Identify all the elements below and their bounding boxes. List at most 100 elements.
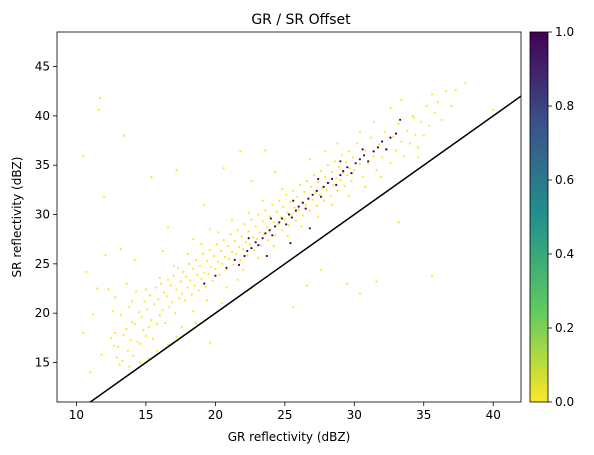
- scatter-point-0-153: [306, 179, 309, 183]
- scatter-point-1-27: [319, 195, 323, 198]
- scatter-point-0-279: [389, 106, 392, 110]
- scatter-point-0-70: [190, 293, 193, 296]
- scatter-point-0-175: [336, 189, 339, 192]
- scatter-point-0-224: [346, 282, 349, 285]
- scatter-point-0-170: [329, 194, 332, 197]
- colorbar-ticks: 0.0 0.2 0.4 0.6 0.8 1.0: [548, 25, 574, 409]
- scatter-point-1-34: [346, 166, 349, 169]
- scatter-point-0-226: [375, 280, 378, 283]
- scatter-point-0-42: [151, 337, 154, 340]
- scatter-point-1-40: [372, 150, 375, 153]
- scatter-point-0-171: [331, 171, 334, 174]
- scatter-point-0-77: [200, 277, 203, 280]
- scatter-point-0-21: [122, 134, 125, 137]
- scatter-point-0-78: [201, 252, 204, 256]
- scatter-point-0-60: [176, 266, 179, 269]
- scatter-point-0-194: [372, 155, 375, 158]
- scatter-point-0-85: [211, 279, 214, 282]
- scatter-point-0-209: [414, 133, 417, 136]
- colorbar-tick-label: 0.0: [555, 395, 574, 409]
- scatter-point-0-292: [130, 300, 134, 303]
- scatter-point-0-126: [268, 215, 271, 218]
- scatter-point-0-79: [203, 271, 206, 274]
- scatter-point-0-284: [247, 211, 250, 214]
- scatter-point-0-6: [99, 97, 102, 100]
- scatter-point-0-93: [222, 239, 225, 242]
- scatter-point-0-31: [136, 340, 139, 343]
- scatter-point-0-74: [196, 273, 199, 276]
- scatter-point-0-156: [310, 185, 313, 188]
- scatter-point-0-141: [289, 200, 292, 203]
- scatter-point-0-259: [147, 357, 150, 360]
- scatter-point-0-212: [422, 134, 425, 137]
- scatter-point-0-221: [454, 89, 457, 92]
- scatter-point-1-17: [285, 223, 288, 226]
- scatter-point-0-94: [224, 255, 227, 259]
- scatter-point-0-58: [174, 312, 177, 315]
- scatter-point-0-43: [153, 303, 156, 306]
- scatter-point-0-64: [182, 270, 185, 273]
- colorbar-tick-label: 0.4: [555, 247, 574, 261]
- scatter-point-0-174: [335, 176, 338, 180]
- scatter-point-1-43: [385, 148, 388, 151]
- scatter-point-1-33: [342, 170, 345, 173]
- scatter-point-1-15: [278, 221, 281, 224]
- scatter-point-0-142: [290, 213, 293, 216]
- scatter-point-0-242: [161, 249, 164, 253]
- scatter-point-0-73: [194, 258, 197, 261]
- scatter-point-0-24: [126, 349, 129, 352]
- scatter-point-1-30: [331, 177, 334, 181]
- x-tick-label: 20: [208, 408, 223, 422]
- scatter-point-0-276: [336, 142, 339, 145]
- scatter-point-0-62: [179, 280, 182, 283]
- scatter-point-0-45: [155, 323, 159, 326]
- scatter-point-0-82: [207, 272, 210, 275]
- scatter-point-1-55: [361, 148, 364, 151]
- scatter-point-0-49: [161, 309, 164, 312]
- x-tick-label: 30: [347, 408, 362, 422]
- scatter-point-0-137: [283, 218, 286, 221]
- scatter-point-0-150: [301, 214, 304, 217]
- scatter-point-0-163: [319, 170, 323, 173]
- scatter-point-0-152: [304, 203, 307, 206]
- y-tick-label: 30: [35, 208, 50, 222]
- x-axis-ticks: 10 15 20 25 30 35 40: [69, 402, 501, 422]
- y-axis-ticks: 15 20 25 30 35 40 45: [35, 60, 57, 370]
- scatter-point-0-30: [135, 290, 138, 293]
- scatter-point-0-234: [239, 150, 242, 153]
- scatter-point-0-104: [237, 246, 241, 249]
- scatter-point-1-20: [294, 209, 297, 212]
- scatter-point-1-9: [257, 244, 260, 247]
- scatter-point-1-42: [381, 140, 384, 143]
- scatter-point-0-54: [168, 306, 171, 309]
- scatter-point-0-248: [319, 268, 323, 271]
- scatter-point-0-231: [150, 175, 153, 179]
- scatter-point-1-19: [290, 216, 293, 219]
- scatter-point-1-13: [271, 234, 274, 237]
- colorbar-tick-label: 0.2: [555, 321, 574, 335]
- scatter-point-0-18: [118, 363, 121, 366]
- scatter-point-0-235: [250, 179, 253, 183]
- scatter-point-0-5: [96, 287, 99, 290]
- reference-line: [89, 95, 521, 402]
- scatter-point-0-87: [214, 267, 217, 270]
- scatter-point-0-208: [411, 114, 414, 117]
- x-tick-label: 15: [138, 408, 153, 422]
- scatter-point-0-105: [239, 258, 242, 261]
- scatter-point-0-166: [324, 175, 327, 179]
- scatter-point-0-217: [436, 101, 439, 104]
- scatter-point-0-98: [229, 233, 232, 236]
- scatter-point-0-157: [311, 198, 314, 201]
- scatter-point-0-56: [171, 301, 174, 304]
- scatter-point-0-183: [347, 150, 350, 153]
- scatter-point-0-86: [212, 254, 216, 258]
- scatter-point-1-52: [292, 199, 295, 202]
- scatter-point-1-10: [261, 237, 264, 240]
- scatter-point-0-254: [175, 335, 178, 338]
- scatter-point-1-35: [350, 172, 353, 175]
- scatter-point-0-196: [378, 143, 381, 146]
- scatter-point-0-143: [292, 189, 295, 192]
- scatter-point-0-116: [254, 225, 257, 228]
- scatter-point-0-53: [167, 278, 170, 281]
- scatter-point-0-101: [233, 240, 236, 243]
